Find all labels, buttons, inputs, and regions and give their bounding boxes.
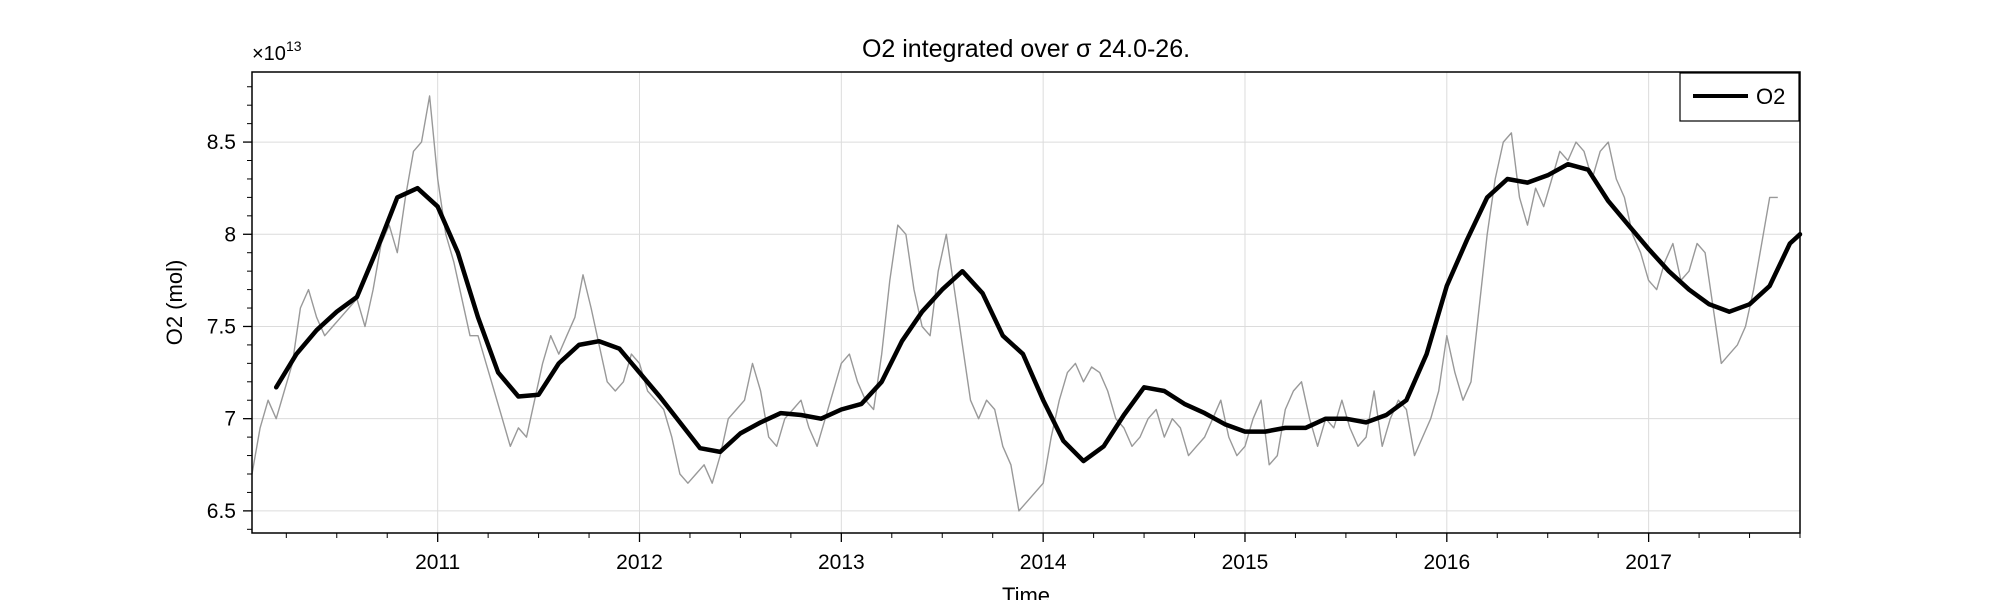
axis-ticks: [243, 86, 1801, 542]
y-axis-multiplier-exponent: 13: [286, 38, 302, 54]
plot-area-frame: [251, 71, 1801, 534]
smoothed-series-layer: [273, 161, 1803, 464]
x-tick-label: 2011: [415, 551, 460, 574]
legend: O2: [1679, 72, 1800, 122]
grid-lines: [252, 72, 1800, 533]
y-tick-label: 6.5: [207, 500, 236, 523]
x-tick-label: 2017: [1625, 551, 1672, 574]
x-tick-label: 2014: [1020, 551, 1067, 574]
legend-label-o2: O2: [1756, 84, 1785, 109]
y-tick-label: 7.5: [207, 315, 236, 338]
chart-title: O2 integrated over σ 24.0-26.: [862, 35, 1190, 63]
x-tick-labels: 2011 2012 2013 2014 2015 2016 2017: [415, 551, 1672, 574]
raw-series-layer: [251, 95, 1778, 512]
x-tick-label: 2013: [818, 551, 865, 574]
x-tick-label: 2016: [1423, 551, 1470, 574]
x-tick-label: 2012: [616, 551, 663, 574]
o2-raw-series-line: [251, 95, 1778, 512]
y-tick-label: 7: [224, 408, 236, 431]
y-tick-labels: 6.5 7 7.5 8 8.5: [207, 131, 236, 523]
y-axis-title: O2 (mol): [162, 260, 187, 346]
o2-smoothed-series-line: [273, 161, 1803, 464]
y-tick-label: 8.5: [207, 131, 236, 154]
y-axis-multiplier-base: ×10: [252, 43, 286, 65]
x-axis-title: Time: [1002, 583, 1050, 600]
y-axis-multiplier: ×1013: [252, 38, 302, 65]
y-tick-label: 8: [224, 223, 236, 246]
x-tick-label: 2015: [1222, 551, 1269, 574]
